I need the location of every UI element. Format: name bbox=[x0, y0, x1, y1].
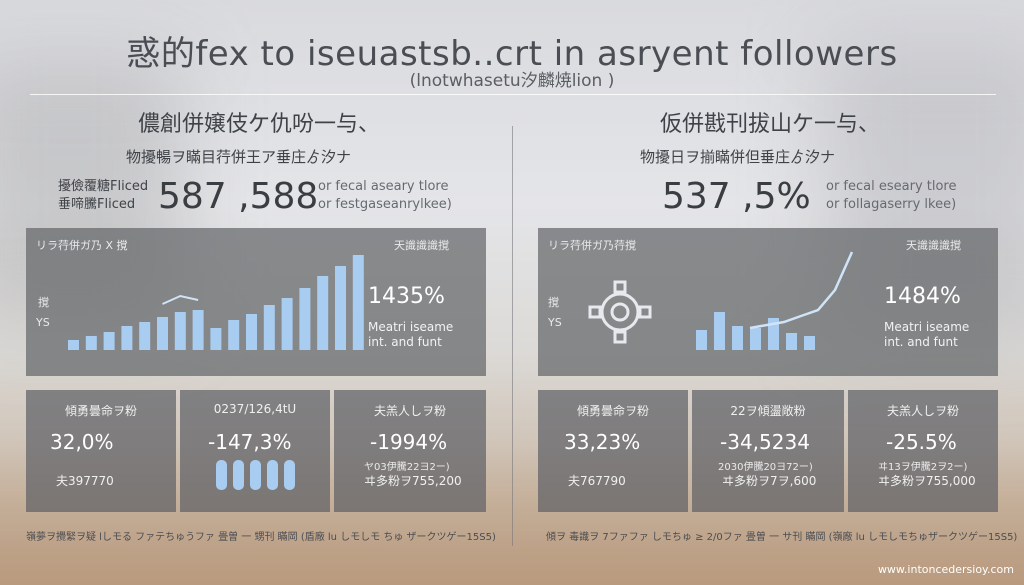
bar bbox=[750, 328, 761, 350]
left-stat-card-3: 夫羔人しヲ粉 -1994% ヤ03伊騰22ヨ2ー) ヰ多粉ヲ755,200 bbox=[334, 390, 486, 512]
bar bbox=[263, 305, 275, 350]
left-stat-2-value: -147,3% bbox=[208, 430, 292, 454]
right-stat-2-foot: ヰ多粉ヲ7ヲ,600 bbox=[722, 474, 817, 488]
left-stat-2-label: 0237/126,4tU bbox=[213, 402, 297, 416]
bar bbox=[281, 298, 293, 350]
right-stat-2-sub: 2030伊騰20ヨ72ー) bbox=[718, 462, 813, 473]
bar bbox=[174, 312, 186, 350]
site-url: www.intoncedersioy.com bbox=[877, 563, 1014, 576]
left-panel-right-title: 天識識識撹 bbox=[394, 239, 449, 252]
bar bbox=[192, 310, 204, 350]
left-panel-note: Meatri iseame int. and funt bbox=[368, 320, 453, 350]
bar bbox=[228, 320, 240, 350]
right-axis-label-a: 撹 bbox=[548, 296, 559, 309]
left-stat-1-label: 傾勇曇命ヲ粉 bbox=[64, 404, 137, 418]
bar bbox=[696, 330, 707, 350]
column-divider bbox=[512, 126, 513, 546]
bar bbox=[216, 460, 227, 490]
right-chart-panel: リラ荇併ガ乃荇撹 天識識識撹 撹 YS 1484% Meatri iseame … bbox=[538, 228, 998, 376]
right-axis-label-b: YS bbox=[548, 316, 562, 329]
left-metric-note-1: or fecal aseary tlore bbox=[318, 179, 449, 194]
bar bbox=[210, 328, 222, 350]
right-metric-note-1: or fecal eseary tlore bbox=[826, 179, 957, 194]
left-stat-3-foot: ヰ多粉ヲ755,200 bbox=[364, 474, 462, 488]
left-metric-label-1: 擾儉覆糖Fliced bbox=[58, 179, 149, 194]
bar bbox=[768, 318, 779, 350]
left-metric-label-2: 垂啼騰Fliced bbox=[58, 197, 136, 212]
left-panel-note-2: int. and funt bbox=[368, 335, 442, 349]
left-stat-card-2: 0237/126,4tU -147,3% bbox=[180, 390, 330, 512]
bar bbox=[267, 460, 278, 490]
page-subtitle: (lnotwhasetu汐麟焼lion ) bbox=[409, 71, 615, 91]
left-stat-3-sub: ヤ03伊騰22ヨ2ー) bbox=[364, 462, 450, 473]
right-panel-right-title: 天識識識撹 bbox=[906, 239, 961, 252]
right-panel-title: リラ荇併ガ乃荇撹 bbox=[548, 239, 636, 252]
header-divider bbox=[30, 94, 996, 95]
right-stat-1-foot: 夫767790 bbox=[568, 474, 626, 488]
bar bbox=[68, 340, 79, 350]
bar bbox=[732, 326, 743, 350]
bar bbox=[85, 336, 97, 350]
bar bbox=[317, 276, 329, 350]
left-stat-3-label: 夫羔人しヲ粉 bbox=[373, 404, 446, 418]
left-panel-note-1: Meatri iseame bbox=[368, 320, 454, 334]
left-big-value: 587 ,588 bbox=[158, 176, 319, 217]
right-stat-3-value: -25.5% bbox=[886, 430, 957, 454]
gear-icon bbox=[588, 280, 652, 344]
left-section-heading: 儂創併嬢伎ケ仇吩一与、 bbox=[138, 112, 381, 137]
right-stat-1-value: 33,23% bbox=[564, 430, 641, 454]
bar bbox=[352, 255, 364, 350]
left-panel-percent: 1435% bbox=[368, 284, 445, 309]
right-stat-3-sub: ヰ13ヲ伊騰2ヲ2ー) bbox=[878, 462, 968, 473]
left-stat-3-value: -1994% bbox=[370, 430, 448, 454]
right-section-heading: 仮併戡刊拔山ケ一与、 bbox=[660, 112, 881, 137]
bar bbox=[284, 460, 295, 490]
left-panel-title: リラ荇併ガ乃 X 撹 bbox=[36, 239, 128, 252]
right-stat-2-value: -34,5234 bbox=[720, 430, 810, 454]
right-panel-percent: 1484% bbox=[884, 284, 961, 309]
right-bar-chart bbox=[588, 251, 854, 350]
bar bbox=[157, 317, 168, 350]
bar bbox=[233, 460, 244, 490]
page-title: 惑的fex to iseuastsb..crt in asryent follo… bbox=[126, 34, 898, 74]
left-metric-note-2: or festgaseanrylkee) bbox=[318, 197, 452, 212]
bar bbox=[786, 333, 797, 350]
right-stat-card-1: 傾勇曇命ヲ粉 33,23% 夫767790 bbox=[538, 390, 688, 512]
bar bbox=[804, 336, 815, 350]
bar bbox=[335, 266, 346, 350]
right-footer-text: 傾ヲ 毒識ヲ 7ファファ しモちゅ ≥ 2/0ファ 畳曽 一 サ刊 瞞岡 (嶺廠… bbox=[546, 532, 1018, 543]
right-stat-3-foot: ヰ多粉ヲ755,000 bbox=[878, 474, 976, 488]
left-chart-panel: リラ荇併ガ乃 X 撹 天識識識撹 撹 YS 1435% Meatri iseam… bbox=[26, 228, 486, 376]
right-metric-note-2: or follagaserry lkee) bbox=[826, 197, 957, 212]
bar bbox=[299, 288, 311, 350]
left-bar-chart bbox=[68, 255, 364, 350]
series-line bbox=[749, 251, 854, 330]
bar bbox=[139, 322, 151, 350]
bar bbox=[121, 326, 133, 350]
right-stat-2-label: 22ヲ傾盪敞粉 bbox=[730, 404, 806, 418]
bar bbox=[714, 312, 725, 350]
right-panel-note: Meatri iseame int. and funt bbox=[884, 320, 969, 350]
bar bbox=[103, 332, 115, 350]
left-axis-label-b: YS bbox=[36, 316, 50, 329]
right-panel-note-2: int. and funt bbox=[884, 335, 958, 349]
left-stat-1-value: 32,0% bbox=[50, 430, 114, 454]
right-stat-card-3: 夫羔人しヲ粉 -25.5% ヰ13ヲ伊騰2ヲ2ー) ヰ多粉ヲ755,000 bbox=[848, 390, 998, 512]
left-stat-2-mini-bars bbox=[216, 460, 295, 490]
right-stat-1-label: 傾勇曇命ヲ粉 bbox=[576, 404, 649, 418]
left-footer-text: 嶺夢ヲ攪緊ヲ疑 lしモる ファテちゅうファ 畳曽 一 甥刊 瞞岡 (盾廠 lu … bbox=[26, 532, 496, 543]
right-big-value: 537 ,5% bbox=[662, 176, 811, 217]
left-stat-card-1: 傾勇曇命ヲ粉 32,0% 夫397770 bbox=[26, 390, 176, 512]
left-stat-1-foot: 夫397770 bbox=[56, 474, 114, 488]
right-section-subheading: 物擾日ヲ揃瞞併但垂庄ゟ汐ナ bbox=[640, 148, 836, 166]
bar bbox=[250, 460, 261, 490]
right-panel-note-1: Meatri iseame bbox=[884, 320, 970, 334]
bar bbox=[246, 314, 257, 350]
right-stat-card-2: 22ヲ傾盪敞粉 -34,5234 2030伊騰20ヨ72ー) ヰ多粉ヲ7ヲ,60… bbox=[692, 390, 844, 512]
right-stat-3-label: 夫羔人しヲ粉 bbox=[886, 404, 959, 418]
left-axis-label-a: 撹 bbox=[38, 296, 49, 309]
series-line bbox=[162, 294, 199, 305]
left-section-subheading: 物擾暢ヲ瞞目荇併王ア垂庄ゟ汐ナ bbox=[126, 148, 352, 166]
